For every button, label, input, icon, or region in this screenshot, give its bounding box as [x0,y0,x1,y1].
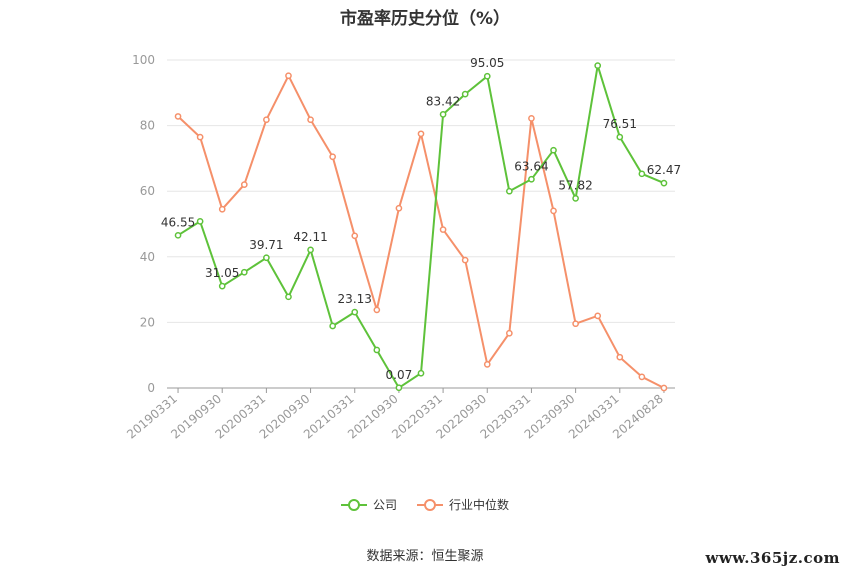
data-point [373,346,381,354]
chart-legend: 公司 行业中位数 [0,496,850,513]
data-point [660,384,668,392]
data-point [638,373,646,381]
legend-label-company: 公司 [372,498,397,512]
data-point [483,361,491,368]
data-point [505,187,513,195]
data-point [439,226,447,233]
data-point [196,218,204,225]
data-label: 76.51 [603,117,637,131]
y-tick-label: 20 [140,315,155,329]
data-point [196,133,204,141]
data-point [660,179,668,187]
data-point [439,111,447,118]
data-point [550,146,557,154]
data-point [218,282,226,290]
data-point [594,312,602,320]
data-point [528,115,535,122]
data-point [616,353,624,361]
data-label: 39.71 [249,238,283,252]
data-point [285,293,292,301]
data-point [461,256,469,264]
series-line [177,74,665,389]
data-point [329,153,337,161]
data-point [395,384,403,392]
data-point [351,232,359,240]
data-point [594,62,602,69]
data-point [483,72,491,80]
data-point [373,306,381,314]
legend-marker-industry-median [417,498,443,511]
data-point [505,329,513,337]
data-point [263,116,270,124]
y-tick-label: 100 [132,53,155,67]
data-label: 31.05 [205,266,239,280]
data-point [307,246,314,254]
data-point [174,231,182,239]
y-tick-label: 0 [147,381,155,395]
data-source: 数据来源：恒生聚源 [366,549,484,564]
data-point [572,320,579,328]
data-point [395,204,403,212]
data-point [285,72,292,80]
data-label: 23.13 [338,292,372,306]
legend-marker-company [340,498,367,511]
data-label: 95.05 [470,56,504,70]
y-tick-label: 40 [140,250,155,264]
data-point [528,175,535,183]
data-label: 83.42 [426,94,460,108]
data-label: 62.47 [647,163,681,177]
data-point [550,207,557,215]
data-label: 57.82 [558,178,592,192]
data-point [616,133,624,141]
y-tick-label: 80 [140,119,155,133]
series-line [177,64,665,389]
data-point [218,205,226,213]
data-point [351,308,359,316]
data-point [638,170,646,178]
chart-title: 市盈率历史分位（%） [339,9,511,29]
data-point [240,181,248,188]
y-tick-label: 60 [140,184,155,198]
watermark: www.365jz.com [705,549,840,567]
data-label: 0.07 [386,368,413,382]
legend-item-company[interactable]: 公司 [340,496,397,513]
data-label: 46.55 [161,215,195,229]
data-label: 42.11 [293,230,327,244]
data-point [461,90,469,98]
data-point [417,369,425,377]
data-point [417,130,425,138]
data-point [174,113,182,120]
data-label: 63.64 [514,159,548,173]
legend-label-industry-median: 行业中位数 [449,498,510,512]
data-point [240,268,248,276]
data-point [307,116,314,124]
data-point [329,322,337,330]
legend-item-industry-median[interactable]: 行业中位数 [417,496,509,513]
data-point [572,195,579,202]
data-point [263,254,270,262]
